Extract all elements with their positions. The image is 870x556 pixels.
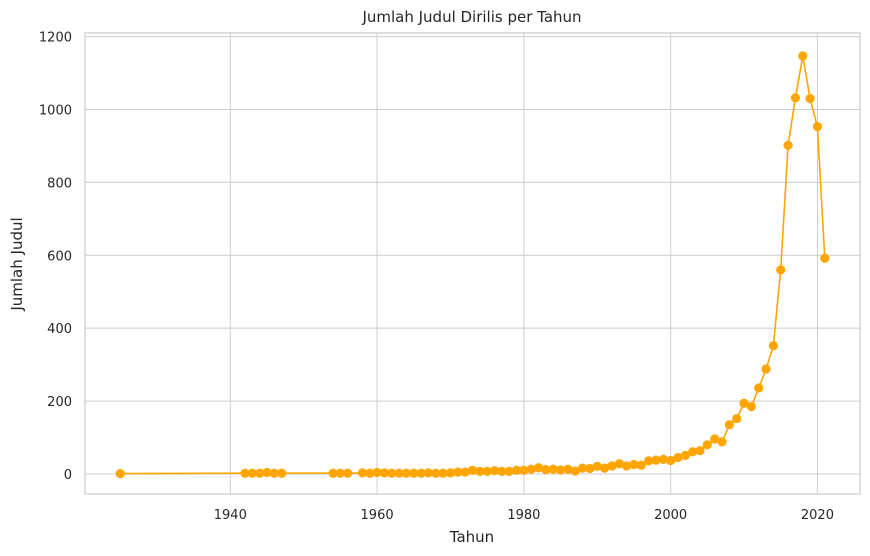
chart-title: Jumlah Judul Dirilis per Tahun bbox=[361, 8, 581, 26]
data-point bbox=[710, 434, 720, 444]
data-point bbox=[746, 401, 756, 412]
data-point bbox=[622, 461, 632, 471]
x-axis-title: Tahun bbox=[449, 528, 494, 546]
data-point bbox=[629, 459, 639, 470]
data-points bbox=[115, 51, 830, 479]
data-point bbox=[328, 468, 338, 478]
data-point bbox=[357, 468, 368, 478]
data-point bbox=[269, 468, 279, 478]
data-point bbox=[541, 464, 551, 475]
data-point bbox=[335, 468, 345, 478]
data-point bbox=[526, 464, 536, 474]
data-point bbox=[812, 122, 823, 132]
data-point bbox=[240, 468, 250, 478]
data-point bbox=[255, 468, 265, 478]
data-point bbox=[702, 440, 712, 450]
data-point bbox=[365, 468, 375, 478]
data-point bbox=[680, 450, 690, 460]
data-point bbox=[600, 463, 610, 473]
y-axis-title: Jumlah Judul bbox=[8, 217, 26, 311]
data-point bbox=[379, 468, 390, 478]
y-tick-label: 600 bbox=[47, 249, 72, 264]
data-point bbox=[431, 468, 441, 478]
data-point bbox=[460, 467, 470, 477]
data-point bbox=[519, 465, 529, 475]
data-point bbox=[416, 468, 426, 478]
data-point bbox=[732, 413, 742, 424]
data-point bbox=[724, 420, 734, 430]
x-tick-label: 2000 bbox=[654, 508, 687, 523]
data-point bbox=[592, 461, 602, 471]
y-tick-label: 1200 bbox=[39, 31, 72, 46]
data-point bbox=[820, 253, 830, 263]
data-point bbox=[776, 265, 786, 275]
data-point bbox=[401, 468, 412, 478]
data-point bbox=[798, 51, 808, 61]
data-point bbox=[394, 468, 404, 478]
data-point bbox=[511, 465, 522, 475]
data-point bbox=[423, 468, 434, 478]
data-point bbox=[790, 93, 801, 103]
data-point bbox=[555, 465, 566, 475]
data-point bbox=[475, 466, 485, 477]
data-point bbox=[497, 466, 507, 477]
y-tick-label: 200 bbox=[47, 395, 72, 410]
data-point bbox=[387, 468, 397, 478]
data-point bbox=[644, 456, 654, 466]
data-point bbox=[372, 467, 382, 478]
data-point bbox=[533, 463, 544, 473]
data-point bbox=[482, 466, 492, 477]
data-point bbox=[717, 437, 727, 447]
data-point bbox=[695, 446, 705, 456]
y-tick-label: 800 bbox=[47, 176, 72, 191]
data-point bbox=[277, 468, 287, 478]
data-point bbox=[666, 455, 676, 466]
data-point bbox=[438, 468, 448, 478]
data-point bbox=[739, 398, 749, 408]
plot-frame bbox=[84, 32, 861, 495]
data-point bbox=[585, 463, 595, 474]
data-point bbox=[805, 93, 815, 104]
data-point bbox=[761, 364, 771, 374]
data-point bbox=[504, 466, 514, 477]
data-point bbox=[445, 468, 456, 478]
x-tick-label: 1980 bbox=[507, 508, 540, 523]
data-point bbox=[343, 468, 353, 478]
data-point bbox=[636, 460, 646, 470]
data-point bbox=[467, 465, 478, 475]
y-tick-label: 0 bbox=[64, 468, 72, 483]
x-tick-label: 1960 bbox=[361, 508, 394, 523]
data-point bbox=[570, 466, 580, 476]
data-point bbox=[115, 468, 125, 479]
data-point bbox=[783, 140, 793, 150]
data-point bbox=[563, 464, 573, 474]
data-point bbox=[262, 467, 272, 478]
data-point bbox=[489, 466, 500, 476]
data-point bbox=[607, 461, 617, 471]
x-tick-label: 1940 bbox=[214, 508, 247, 523]
data-point bbox=[673, 452, 683, 463]
data-point bbox=[651, 455, 661, 465]
data-point bbox=[409, 468, 419, 478]
x-tick-label: 2020 bbox=[801, 508, 834, 523]
y-tick-labels: 0 200 400 600 800 1000 1200 bbox=[39, 31, 72, 483]
y-tick-label: 1000 bbox=[39, 104, 72, 119]
data-point bbox=[577, 463, 588, 473]
y-tick-label: 400 bbox=[47, 322, 72, 337]
x-tick-labels: 1940 1960 1980 2000 2020 bbox=[214, 508, 834, 523]
data-point bbox=[688, 447, 698, 457]
data-point bbox=[658, 454, 668, 464]
data-point bbox=[614, 459, 624, 469]
data-point bbox=[548, 464, 558, 474]
data-point bbox=[247, 468, 257, 478]
data-point bbox=[768, 341, 778, 351]
data-point bbox=[453, 467, 463, 477]
data-point bbox=[754, 383, 764, 393]
